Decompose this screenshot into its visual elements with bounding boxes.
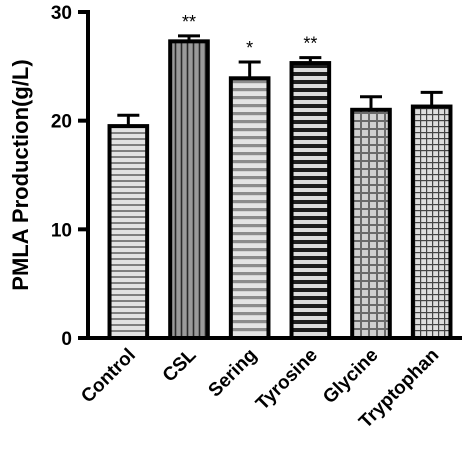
y-tick-label-1: 10: [51, 220, 72, 241]
bar-tyrosine: [289, 61, 332, 340]
significance-marker-2: *: [246, 38, 253, 58]
category-label-3: Tyrosine: [252, 345, 322, 415]
y-tick-label-2: 20: [51, 112, 72, 133]
y-axis-label: PMLA Production(g/L): [8, 59, 33, 290]
bar-csl: [168, 39, 210, 341]
significance-marker-1: **: [182, 12, 196, 32]
bar-control: [107, 124, 150, 340]
category-label-2: Sering: [205, 345, 262, 402]
bar-tryptophan: [410, 104, 453, 341]
y-tick-label-3: 30: [51, 3, 72, 24]
category-label-4: Glycine: [319, 345, 382, 408]
category-label-1: CSL: [159, 344, 201, 386]
bar-sering: [228, 76, 271, 341]
bar-glycine: [350, 107, 392, 340]
category-label-0: Control: [77, 345, 140, 408]
y-tick-label-0: 0: [61, 329, 72, 350]
significance-marker-3: **: [303, 34, 317, 54]
